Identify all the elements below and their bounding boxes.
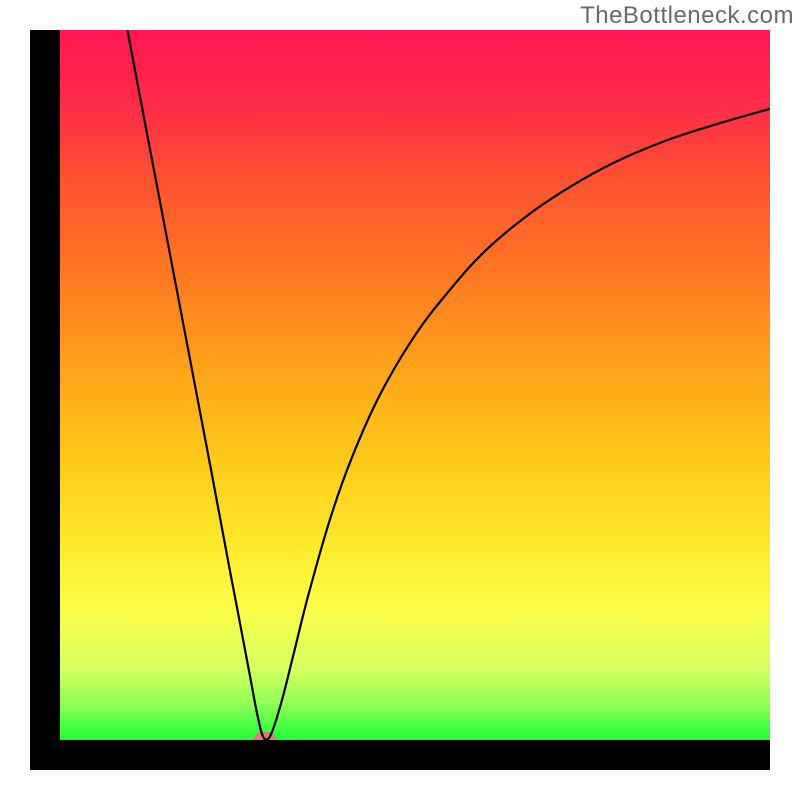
y-axis-border	[30, 30, 60, 770]
chart-root: TheBottleneck.com	[0, 0, 800, 800]
x-axis-border	[30, 740, 770, 770]
chart-background	[0, 0, 800, 800]
watermark-text: TheBottleneck.com	[580, 2, 794, 30]
